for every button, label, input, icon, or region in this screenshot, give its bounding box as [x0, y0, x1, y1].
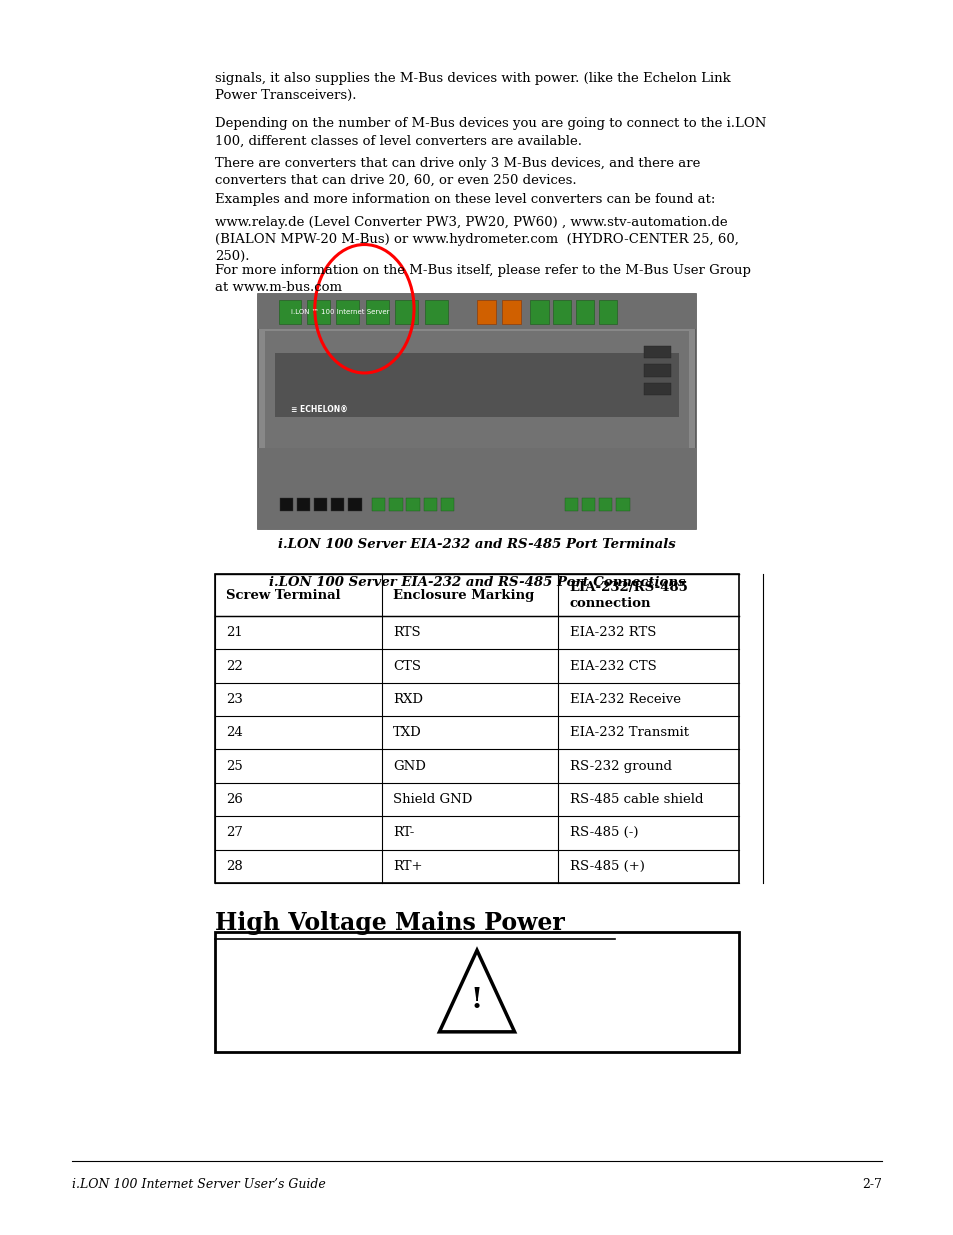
- Text: Shield GND: Shield GND: [393, 793, 472, 806]
- Text: 22: 22: [226, 659, 243, 673]
- Text: EIA-232 CTS: EIA-232 CTS: [569, 659, 656, 673]
- Bar: [214, 574, 739, 883]
- Bar: [307, 300, 330, 324]
- Text: EIA-232 Transmit: EIA-232 Transmit: [569, 726, 688, 740]
- Bar: [406, 498, 419, 511]
- Polygon shape: [439, 951, 514, 1032]
- Bar: [314, 498, 327, 511]
- Bar: [265, 331, 688, 448]
- Bar: [553, 300, 571, 324]
- Text: RS-485 cable shield: RS-485 cable shield: [569, 793, 702, 806]
- Text: Depending on the number of M-Bus devices you are going to connect to the i.LON
1: Depending on the number of M-Bus devices…: [214, 117, 765, 147]
- Bar: [598, 300, 617, 324]
- Bar: [279, 498, 293, 511]
- Bar: [581, 498, 595, 511]
- Bar: [423, 498, 436, 511]
- Text: i.LON 100 Internet Server User’s Guide: i.LON 100 Internet Server User’s Guide: [71, 1177, 325, 1191]
- Bar: [643, 383, 670, 395]
- Bar: [643, 364, 670, 377]
- Text: GND: GND: [393, 760, 425, 773]
- Bar: [425, 300, 448, 324]
- Bar: [335, 300, 358, 324]
- Bar: [257, 448, 696, 529]
- Text: 21: 21: [226, 626, 243, 640]
- Bar: [576, 300, 594, 324]
- Text: 26: 26: [226, 793, 243, 806]
- Text: EIA-232 RTS: EIA-232 RTS: [569, 626, 656, 640]
- Text: 27: 27: [226, 826, 243, 840]
- Text: Examples and more information on these level converters can be found at:: Examples and more information on these l…: [214, 193, 715, 206]
- Text: RT+: RT+: [393, 860, 422, 873]
- Text: CTS: CTS: [393, 659, 420, 673]
- Bar: [616, 498, 629, 511]
- Bar: [366, 300, 389, 324]
- Text: i.LON ™ 100 Internet Server: i.LON ™ 100 Internet Server: [291, 309, 389, 315]
- Text: For more information on the M-Bus itself, please refer to the M-Bus User Group
a: For more information on the M-Bus itself…: [214, 264, 750, 294]
- Text: EIA-232/RS-485
connection: EIA-232/RS-485 connection: [569, 580, 688, 610]
- Text: There are converters that can drive only 3 M-Bus devices, and there are
converte: There are converters that can drive only…: [214, 157, 700, 186]
- Bar: [564, 498, 578, 511]
- Bar: [331, 498, 344, 511]
- Bar: [257, 294, 696, 329]
- Text: RS-232 ground: RS-232 ground: [569, 760, 671, 773]
- Bar: [440, 498, 454, 511]
- Text: RS-485 (+): RS-485 (+): [569, 860, 643, 873]
- Bar: [530, 300, 548, 324]
- Bar: [501, 300, 520, 324]
- Text: 24: 24: [226, 726, 243, 740]
- Bar: [598, 498, 612, 511]
- Text: www.relay.de (Level Converter PW3, PW20, PW60) , www.stv-automation.de
(BIALON M: www.relay.de (Level Converter PW3, PW20,…: [214, 216, 738, 263]
- Text: EIA-232 Receive: EIA-232 Receive: [569, 693, 679, 706]
- Text: 25: 25: [226, 760, 243, 773]
- Bar: [296, 498, 310, 511]
- Text: signals, it also supplies the M-Bus devices with power. (like the Echelon Link
P: signals, it also supplies the M-Bus devi…: [214, 72, 730, 101]
- Text: TXD: TXD: [393, 726, 421, 740]
- Text: ≡ ECHELON®: ≡ ECHELON®: [291, 405, 347, 414]
- Text: High Voltage Mains Power: High Voltage Mains Power: [214, 911, 564, 935]
- Text: 23: 23: [226, 693, 243, 706]
- Text: Screw Terminal: Screw Terminal: [226, 589, 340, 601]
- Bar: [476, 300, 496, 324]
- Bar: [278, 300, 301, 324]
- Text: RXD: RXD: [393, 693, 422, 706]
- Bar: [643, 346, 670, 358]
- Text: i.LON 100 Server EIA-232 and RS-485 Port Connections: i.LON 100 Server EIA-232 and RS-485 Port…: [269, 576, 684, 589]
- Text: i.LON 100 Server EIA-232 and RS-485 Port Terminals: i.LON 100 Server EIA-232 and RS-485 Port…: [278, 538, 675, 552]
- Bar: [257, 294, 696, 529]
- Text: 28: 28: [226, 860, 243, 873]
- Bar: [348, 498, 361, 511]
- Text: Enclosure Marking: Enclosure Marking: [393, 589, 534, 601]
- Text: 2-7: 2-7: [862, 1177, 882, 1191]
- Bar: [274, 353, 679, 417]
- Text: RTS: RTS: [393, 626, 420, 640]
- Text: RS-485 (-): RS-485 (-): [569, 826, 638, 840]
- Text: !: !: [471, 988, 482, 1014]
- Bar: [389, 498, 402, 511]
- Bar: [372, 498, 385, 511]
- Bar: [395, 300, 417, 324]
- Text: RT-: RT-: [393, 826, 414, 840]
- Bar: [214, 932, 739, 1052]
